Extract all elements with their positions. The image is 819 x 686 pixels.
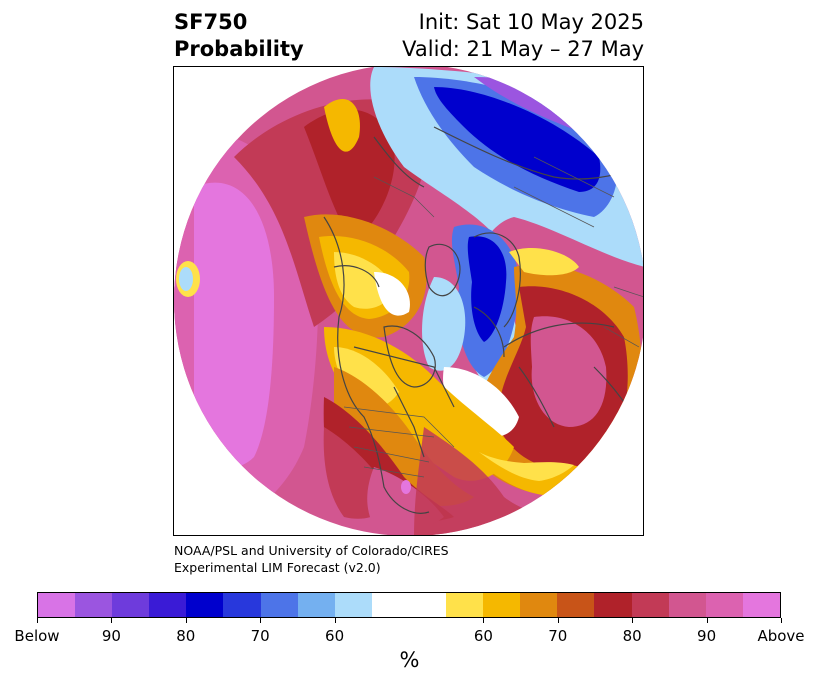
chart-title-right: Init: Sat 10 May 2025 Valid: 21 May – 27… [402,9,644,63]
valid-range: Valid: 21 May – 27 May [402,37,644,61]
colorbar-unit: % [399,648,420,672]
colorbar-segment [297,593,335,617]
colorbar-segment [668,593,706,617]
variable-name: SF750 [174,10,248,34]
colorbar-segment [112,593,150,617]
colorbar-segment [223,593,261,617]
colorbar-tick-label: 80 [622,627,642,645]
colorbar-segment [334,593,372,617]
colorbar-segment [594,593,632,617]
colorbar-tick [557,618,559,623]
colorbar-tick [260,618,262,623]
political-borders [343,106,643,478]
chart-title-left: SF750 Probability [174,9,304,63]
colorbar-segment [75,593,113,617]
colorbar-segment [705,593,743,617]
colorbar-tick [781,618,782,623]
credit-text: NOAA/PSL and University of Colorado/CIRE… [174,542,449,576]
probability-field [174,67,643,535]
colorbar [37,592,781,618]
colorbar-segment [742,593,780,617]
colorbar-tick [706,618,708,623]
colorbar-segment [446,593,484,617]
colorbar-tick-label: 70 [250,627,270,645]
init-date: Init: Sat 10 May 2025 [418,10,644,34]
colorbar-tick-label: 60 [473,627,493,645]
colorbar-tick-label: 70 [548,627,568,645]
colorbar-tick [632,618,634,623]
colorbar-tick [37,618,38,623]
map-panel [173,66,644,536]
colorbar-segment [483,593,521,617]
colorbar-tick [111,618,113,623]
colorbar-tick-label: 90 [697,627,717,645]
colorbar-segment [186,593,224,617]
colorbar-tick-label: 80 [176,627,196,645]
colorbar-tick [185,618,187,623]
colorbar-tick-label: Above [757,627,805,645]
credit-line-1: NOAA/PSL and University of Colorado/CIRE… [174,543,449,558]
colorbar-tick-label: 60 [325,627,345,645]
credit-line-2: Experimental LIM Forecast (v2.0) [174,560,381,575]
colorbar-segment [260,593,298,617]
colorbar-tick [483,618,485,623]
colorbar-tick-label: 90 [101,627,121,645]
product-name: Probability [174,37,304,61]
colorbar-segment [371,593,447,617]
colorbar-ticks: Below 90 80 70 60 60 70 80 90 Above [14,618,805,648]
colorbar-segment [38,593,76,617]
colorbar-tick [334,618,336,623]
colorbar-tick-label: Below [14,627,60,645]
colorbar-segment [557,593,595,617]
polar-stereographic-map [174,67,643,535]
colorbar-segment [149,593,187,617]
colorbar-segment [520,593,558,617]
colorbar-segment [631,593,669,617]
